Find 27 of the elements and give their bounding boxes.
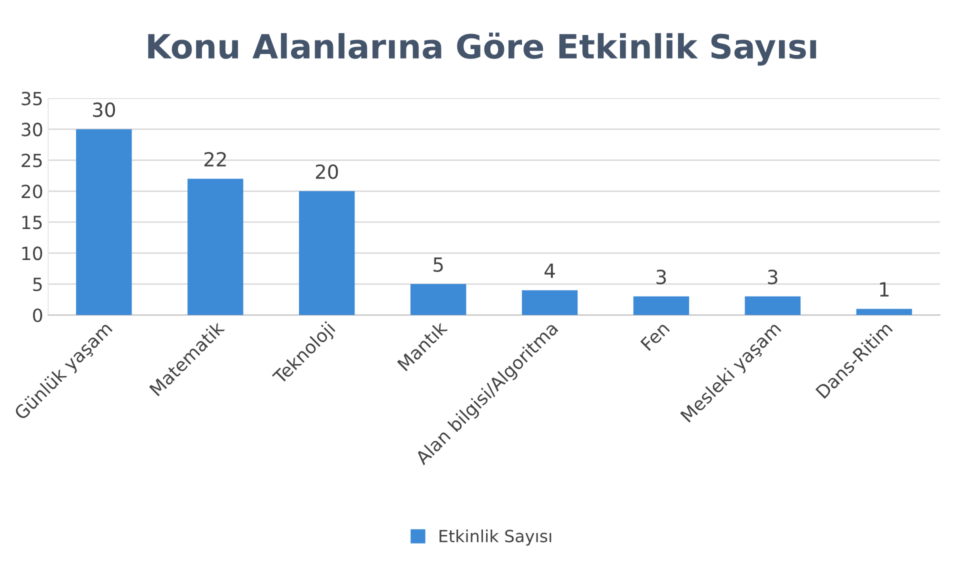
data-label: 1	[880, 282, 889, 296]
bar	[410, 284, 466, 316]
chart-title: Konu Alanlarına Göre Etkinlik Sayısı	[148, 32, 816, 66]
bar	[633, 296, 690, 316]
y-tick-label: 0	[33, 308, 42, 322]
data-label: 22	[204, 152, 226, 166]
legend-label: Etkinlik Sayısı	[440, 529, 552, 546]
y-tick-label: 15	[22, 216, 42, 230]
y-tick-label: 30	[22, 122, 42, 136]
y-tick-label: 5	[33, 278, 42, 292]
bar	[298, 191, 355, 316]
data-label: 3	[768, 270, 778, 284]
bar	[856, 308, 912, 316]
data-label: 30	[93, 102, 116, 118]
bar	[188, 178, 244, 316]
bar	[76, 129, 132, 316]
x-tick-label: Fen	[640, 321, 670, 352]
y-tick-label: 25	[22, 154, 42, 168]
data-label: 4	[544, 264, 555, 278]
data-label: 3	[656, 270, 666, 284]
data-label: 5	[434, 257, 443, 272]
bar	[522, 290, 578, 316]
y-tick-label: 35	[22, 92, 42, 106]
y-tick-label: 10	[22, 246, 42, 260]
bar	[744, 296, 801, 316]
data-label: 20	[316, 164, 338, 180]
y-tick-label: 20	[22, 184, 42, 198]
